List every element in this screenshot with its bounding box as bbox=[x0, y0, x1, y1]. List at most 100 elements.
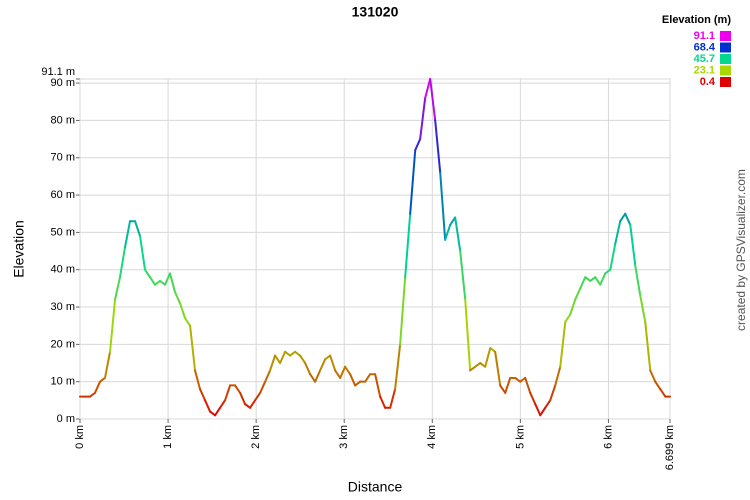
elevation-segment bbox=[659, 388, 667, 398]
elevation-segment bbox=[309, 373, 317, 383]
legend-value: 45.7 bbox=[694, 53, 715, 65]
x-axis-label: Distance bbox=[348, 479, 403, 495]
elevation-segment bbox=[529, 391, 537, 406]
elevation-segment bbox=[459, 250, 467, 301]
legend-value: 91.1 bbox=[694, 30, 715, 42]
elevation-segment bbox=[649, 369, 657, 383]
x-tick-label: 4 km bbox=[426, 425, 438, 449]
elevation-segment bbox=[139, 235, 146, 271]
elevation-segment bbox=[429, 78, 437, 122]
elevation-segment bbox=[184, 317, 192, 327]
elevation-segment bbox=[93, 380, 101, 394]
elevation-segment bbox=[279, 350, 287, 365]
elevation-segment bbox=[419, 97, 427, 141]
x-tick-label: 6.699 km bbox=[664, 425, 676, 470]
elevation-segment bbox=[319, 358, 327, 372]
elevation-segment bbox=[424, 78, 432, 100]
credit: created by GPSVisualizer.com bbox=[734, 169, 748, 331]
elevation-segment bbox=[154, 279, 162, 286]
elevation-segment bbox=[469, 365, 477, 372]
elevation-segment bbox=[599, 272, 607, 286]
x-tick-label: 0 km bbox=[74, 425, 86, 449]
elevation-segment bbox=[414, 138, 422, 152]
elevation-segment bbox=[294, 350, 302, 357]
y-tick-label: 20 m bbox=[51, 338, 75, 350]
legend-swatch bbox=[720, 77, 731, 87]
y-tick-label: 30 m bbox=[51, 301, 75, 313]
legend-value: 0.4 bbox=[700, 76, 716, 88]
elevation-segment bbox=[654, 380, 662, 391]
elevation-segment bbox=[239, 391, 247, 406]
elevation-segment bbox=[389, 388, 397, 409]
elevation-segment bbox=[354, 380, 362, 387]
y-tick-label: 50 m bbox=[51, 226, 75, 238]
x-tick-label: 1 km bbox=[162, 425, 174, 449]
y-tick-label: 70 m bbox=[51, 152, 75, 164]
y-axis-label: Elevation bbox=[11, 220, 27, 278]
elevation-segment bbox=[534, 403, 542, 417]
elevation-segment bbox=[439, 171, 447, 241]
y-tick-label: 10 m bbox=[51, 376, 75, 388]
x-tick-label: 6 km bbox=[602, 425, 614, 449]
y-tick-label: 91.1 m bbox=[41, 66, 75, 78]
elevation-segment bbox=[329, 354, 337, 372]
elevation-segment bbox=[489, 347, 497, 353]
elevation-segment bbox=[254, 391, 262, 402]
elevation-segment bbox=[379, 395, 387, 409]
elevation-segment bbox=[174, 291, 182, 305]
elevation-segment bbox=[114, 276, 121, 301]
elevation-segment bbox=[264, 369, 272, 383]
legend-swatch bbox=[720, 31, 731, 41]
plot-area bbox=[79, 78, 671, 420]
elevation-segment bbox=[143, 268, 152, 279]
elevation-segment bbox=[339, 365, 347, 379]
elevation-segment bbox=[569, 298, 577, 316]
elevation-segment bbox=[159, 279, 167, 286]
elevation-segment bbox=[604, 268, 612, 275]
elevation-segment bbox=[544, 399, 552, 409]
elevation-segment bbox=[104, 350, 112, 379]
elevation-segment bbox=[564, 313, 572, 323]
elevation-segment bbox=[124, 220, 132, 249]
elevation-segment bbox=[539, 406, 547, 417]
elevation-segment bbox=[274, 354, 282, 365]
elevation-segment bbox=[619, 212, 627, 223]
legend-title: Elevation (m) bbox=[662, 14, 731, 26]
x-tick-label: 3 km bbox=[338, 425, 350, 449]
elevation-segment bbox=[629, 223, 637, 267]
elevation-segment bbox=[549, 384, 557, 402]
x-tick-label: 2 km bbox=[250, 425, 262, 449]
elevation-segment bbox=[219, 399, 227, 409]
elevation-segment bbox=[199, 388, 207, 402]
elevation-segment bbox=[194, 369, 202, 391]
elevation-segment bbox=[589, 276, 597, 282]
x-tick-label: 5 km bbox=[514, 425, 526, 449]
elevation-segment bbox=[134, 220, 142, 238]
elevation-segment bbox=[474, 362, 482, 368]
elevation-segment bbox=[249, 399, 257, 409]
elevation-segment bbox=[269, 354, 277, 372]
legend-value: 23.1 bbox=[694, 64, 715, 76]
elevation-segment bbox=[399, 276, 407, 346]
elevation-segment bbox=[499, 384, 507, 394]
legend-swatch bbox=[720, 42, 731, 53]
elevation-segment bbox=[634, 264, 642, 297]
elevation-segment bbox=[609, 242, 617, 271]
y-tick-label: 60 m bbox=[51, 189, 75, 201]
elevation-segment bbox=[504, 376, 512, 394]
legend-swatch bbox=[720, 54, 731, 64]
y-tick-label: 80 m bbox=[51, 114, 75, 126]
elevation-segment bbox=[624, 212, 632, 226]
elevation-segment bbox=[149, 276, 157, 286]
elevation-segment bbox=[224, 384, 232, 402]
elevation-segment bbox=[204, 399, 212, 413]
elevation-segment bbox=[109, 298, 117, 353]
elevation-segment bbox=[299, 354, 307, 365]
elevation-segment bbox=[374, 373, 382, 398]
elevation-segment bbox=[244, 403, 252, 409]
elevation-segment bbox=[444, 223, 452, 241]
elevation-segment bbox=[98, 376, 107, 383]
elevation-segment bbox=[614, 220, 622, 245]
elevation-segment bbox=[409, 149, 417, 215]
elevation-segment bbox=[484, 347, 492, 368]
